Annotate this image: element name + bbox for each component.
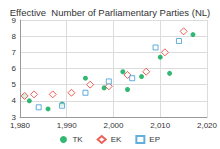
svg-text:2,000: 2,000 [103, 121, 124, 130]
svg-text:EK: EK [111, 135, 122, 144]
svg-text:2,020: 2,020 [197, 121, 218, 130]
svg-text:8: 8 [12, 32, 17, 41]
svg-text:Effective Number of Parliamen: Effective Number of Parliamentary Partie… [10, 7, 210, 18]
svg-text:4: 4 [12, 96, 17, 105]
svg-text:1,990: 1,990 [57, 121, 78, 130]
svg-text:9: 9 [11, 15, 16, 25]
svg-text:TK: TK [72, 135, 83, 144]
svg-text:1,980: 1,980 [10, 121, 31, 130]
svg-text:5: 5 [12, 80, 17, 89]
svg-text:2,010: 2,010 [150, 121, 171, 130]
svg-text:6: 6 [12, 64, 17, 73]
svg-text:3: 3 [11, 112, 16, 122]
svg-text:7: 7 [12, 48, 17, 57]
svg-text:EP: EP [149, 135, 160, 144]
